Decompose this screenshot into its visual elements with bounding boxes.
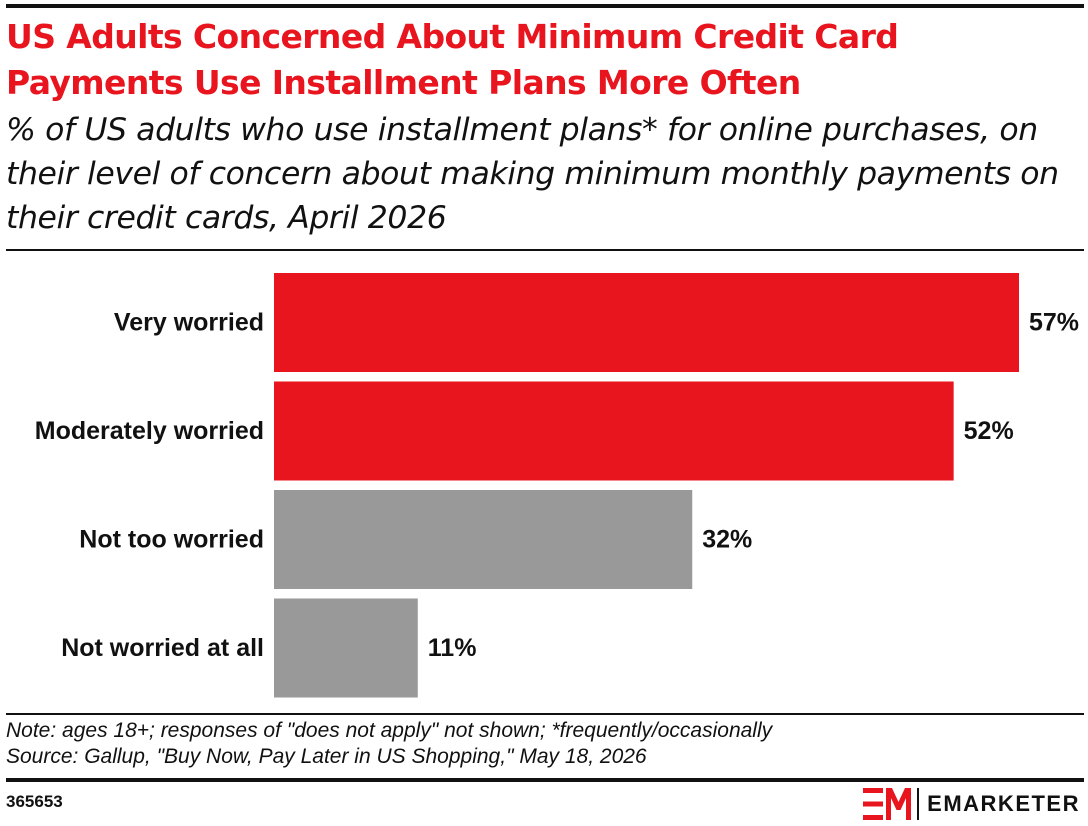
value-label: 57% [1029, 309, 1079, 337]
footer-divider [6, 713, 1084, 715]
top-rule [6, 4, 1084, 8]
bar-chart: Very worried 57% Moderately worried 52% Not … [35, 273, 1079, 698]
bar-0 [274, 273, 1019, 372]
chart-title: US Adults Concerned About Minimum Credit… [6, 17, 899, 102]
source-text: Source: Gallup, "Buy Now, Pay Later in U… [6, 745, 647, 768]
category-label: Not worried at all [61, 634, 264, 662]
bar-1 [274, 381, 954, 481]
logo-wordmark: EMARKETER [927, 791, 1080, 816]
header-divider [6, 249, 1084, 251]
bar-3 [274, 598, 418, 698]
em-logo-icon [863, 788, 912, 820]
bar-2 [274, 490, 693, 589]
bottom-rule [6, 778, 1084, 782]
category-label: Not too worried [79, 526, 264, 554]
logo-divider [917, 788, 920, 820]
emarketer-logo: EMARKETER [863, 787, 1080, 821]
note-text: Note: ages 18+; responses of "does not a… [6, 719, 773, 742]
chart-subtitle: % of US adults who use installment plans… [6, 112, 1059, 236]
chart-id: 365653 [6, 792, 63, 811]
footnote: Note: ages 18+; responses of "does not a… [6, 718, 1076, 770]
category-label: Moderately worried [35, 417, 264, 445]
category-label: Very worried [114, 309, 264, 337]
value-label: 52% [964, 417, 1014, 445]
value-label: 11% [428, 634, 477, 662]
value-label: 32% [702, 526, 752, 554]
